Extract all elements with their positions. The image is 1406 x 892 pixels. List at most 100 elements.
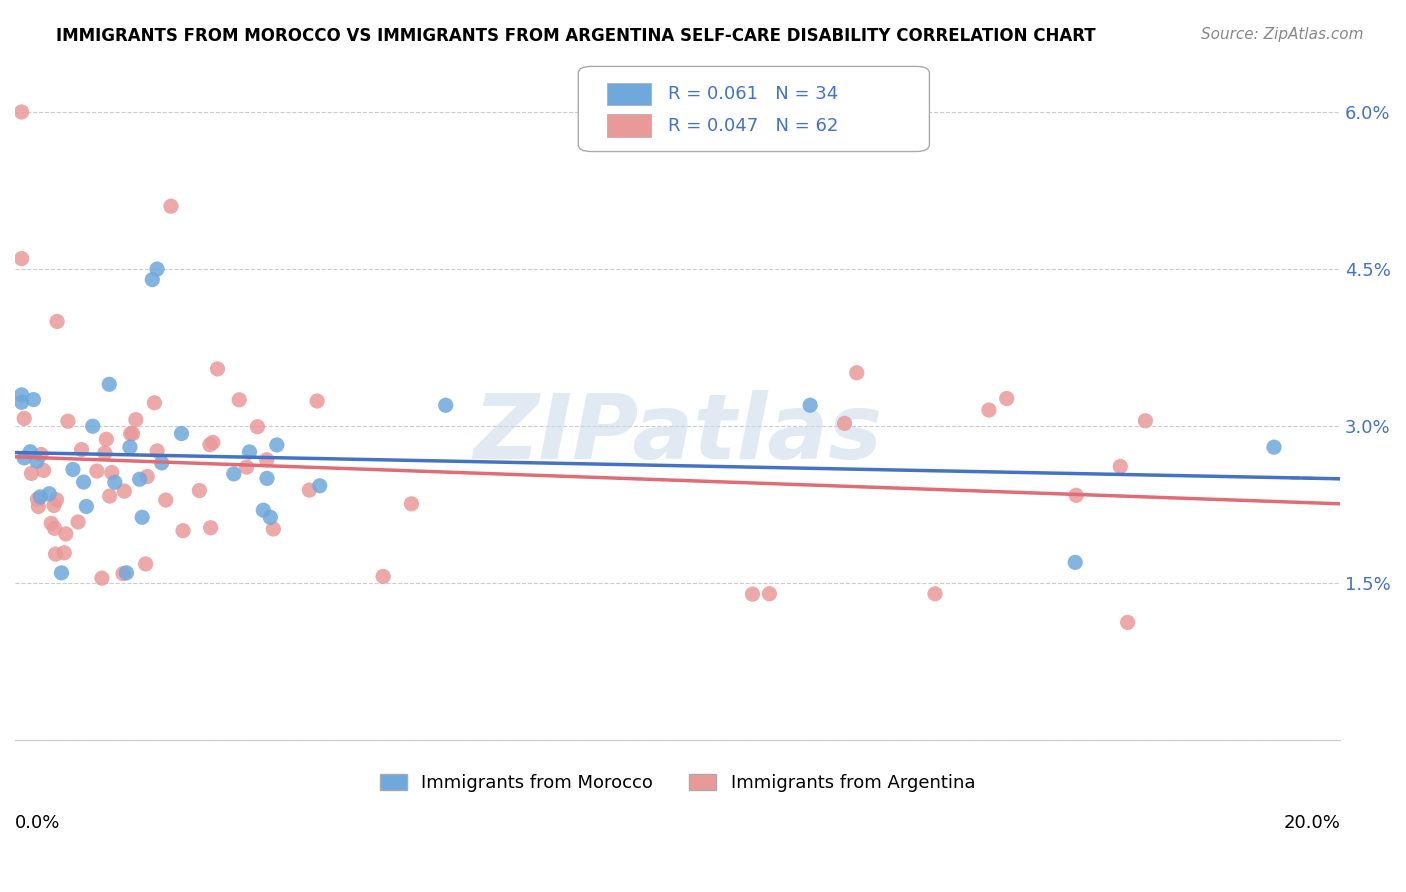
Point [160,199,183,213]
Point [42,499,65,513]
Point [252,503,274,517]
Point [30,448,52,462]
Point [834,417,856,431]
Point [845,366,868,380]
Point [256,452,278,467]
Point [799,398,821,412]
Point [1109,459,1132,474]
Point [96,432,118,446]
Point [995,392,1018,406]
Point [146,444,169,458]
Point [45,492,67,507]
Text: 20.0%: 20.0% [1284,814,1340,831]
Point [146,262,169,277]
Point [143,396,166,410]
Bar [607,83,651,105]
Point [10,395,32,409]
Point [82,419,104,434]
Point [13,450,35,465]
Point [307,394,329,409]
Point [1116,615,1139,630]
Text: Source: ZipAtlas.com: Source: ZipAtlas.com [1201,27,1364,42]
Point [70,442,93,457]
Point [45,547,67,561]
Point [308,479,330,493]
Point [67,515,90,529]
Point [32,463,55,477]
Point [112,484,135,499]
Point [200,521,222,535]
Point [104,475,127,490]
Point [259,510,281,524]
Text: ZIPatlas: ZIPatlas [474,390,882,478]
Point [22,392,45,407]
Point [1263,440,1285,454]
Point [135,557,157,571]
Point [1064,488,1087,502]
Text: R = 0.061   N = 34: R = 0.061 N = 34 [668,86,838,103]
Bar [607,114,651,136]
Point [1064,555,1087,569]
Point [20,467,42,481]
Point [27,500,49,514]
Point [25,454,48,468]
Point [53,546,76,560]
Point [39,516,62,531]
Point [373,569,395,583]
Point [741,587,763,601]
Point [141,272,163,286]
Point [51,566,73,580]
Point [1135,414,1157,428]
Point [246,419,269,434]
Point [201,435,224,450]
Point [94,446,117,460]
Point [155,493,177,508]
Point [120,426,142,441]
Text: 0.0%: 0.0% [15,814,60,831]
Point [27,492,49,507]
Point [228,392,250,407]
Point [56,414,79,428]
Point [118,440,141,454]
Point [238,445,260,459]
Point [86,464,108,478]
Point [298,483,321,497]
Point [150,456,173,470]
Point [38,487,60,501]
Point [98,489,121,503]
Point [136,469,159,483]
Point [55,527,77,541]
Point [401,497,423,511]
Point [10,252,32,266]
Point [131,510,153,524]
Point [75,500,97,514]
Text: R = 0.047   N = 62: R = 0.047 N = 62 [668,117,839,135]
Point [115,566,138,580]
Point [758,587,780,601]
Point [30,490,52,504]
Point [10,388,32,402]
Text: IMMIGRANTS FROM MOROCCO VS IMMIGRANTS FROM ARGENTINA SELF-CARE DISABILITY CORREL: IMMIGRANTS FROM MOROCCO VS IMMIGRANTS FR… [56,27,1095,45]
Point [46,314,69,328]
Point [256,471,278,485]
Point [977,403,1000,417]
FancyBboxPatch shape [578,66,929,152]
Point [128,472,150,486]
Point [72,475,94,489]
Point [13,411,35,425]
Point [10,105,32,120]
Point [125,412,148,426]
Point [121,426,143,441]
Point [170,426,193,441]
Point [62,462,84,476]
Point [20,444,42,458]
Point [172,524,194,538]
Point [262,522,284,536]
Point [98,377,121,392]
Legend: Immigrants from Morocco, Immigrants from Argentina: Immigrants from Morocco, Immigrants from… [373,767,983,799]
Point [222,467,245,481]
Point [266,438,288,452]
Point [207,362,229,376]
Point [90,571,112,585]
Point [112,566,135,581]
